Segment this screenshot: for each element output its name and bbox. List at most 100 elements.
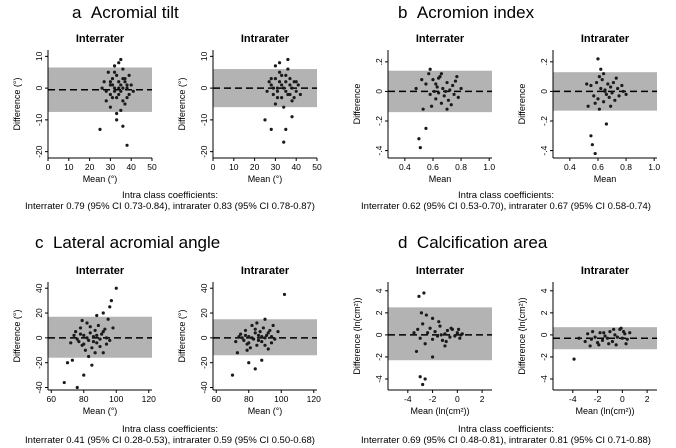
x-axis-label: Mean: [594, 174, 617, 184]
data-point: [592, 94, 596, 98]
data-point: [269, 127, 273, 132]
data-point: [253, 331, 257, 335]
x-tick-label: 0: [46, 162, 51, 172]
data-point: [596, 57, 600, 61]
data-point: [426, 331, 430, 335]
data-point: [615, 335, 619, 339]
x-axis-label: Mean (°): [248, 174, 283, 184]
data-point: [108, 92, 112, 97]
data-point: [108, 338, 112, 342]
data-point: [125, 83, 129, 87]
data-point: [282, 140, 286, 144]
x-tick-label: 0.8: [455, 162, 467, 172]
data-point: [423, 342, 427, 346]
data-point: [428, 92, 432, 96]
data-point: [112, 86, 117, 90]
panel-title-text: Calcification area: [416, 233, 548, 252]
data-point: [601, 100, 606, 104]
x-axis-label: Mean (ln(cm²)): [575, 406, 634, 416]
data-point: [277, 70, 282, 74]
y-tick-label: -.4: [539, 145, 549, 155]
y-tick-label: -.2: [374, 116, 384, 126]
data-point: [88, 325, 92, 329]
caption-heading: Intra class coefficients:: [458, 424, 554, 435]
data-point: [108, 80, 112, 84]
subplot-title: Intrarater: [581, 33, 630, 45]
data-point: [65, 361, 70, 365]
data-point: [121, 124, 125, 128]
data-point: [608, 329, 612, 334]
chart-a-interrater: Interrater 0 10 20 30 40 50 -20 -10 0 10 Mean (°) Di…: [12, 33, 157, 184]
panel-title-a: a Acromial tilt: [72, 3, 179, 23]
data-point: [123, 102, 127, 106]
panel-title-c: c Lateral acromial angle: [35, 233, 220, 253]
data-point: [288, 83, 292, 87]
data-point: [248, 346, 252, 350]
data-point: [607, 342, 611, 346]
data-point: [110, 96, 115, 100]
y-tick-label: .2: [539, 58, 549, 65]
data-point: [286, 57, 290, 62]
data-point: [290, 99, 294, 103]
x-tick-label: 0.6: [592, 162, 604, 172]
data-point: [95, 313, 99, 318]
y-tick-label: 0: [374, 332, 384, 337]
data-point: [119, 83, 123, 87]
data-point: [624, 92, 628, 96]
data-point: [88, 331, 92, 335]
data-point: [421, 107, 425, 111]
data-point: [606, 82, 610, 86]
data-point: [436, 76, 441, 80]
data-point: [103, 327, 107, 331]
y-tick-label: 0: [199, 335, 209, 340]
data-point: [127, 73, 131, 78]
data-point: [294, 89, 298, 93]
data-point: [446, 98, 451, 102]
data-point: [589, 337, 593, 341]
data-point: [441, 86, 445, 91]
y-tick-label: -.4: [374, 145, 384, 155]
data-point: [612, 327, 616, 331]
caption-icc-text: Interrater 0.79 (95% CI 0.73-0.84), intr…: [25, 201, 315, 212]
data-point: [90, 363, 94, 367]
data-point: [598, 331, 602, 335]
data-point: [273, 64, 277, 68]
data-point: [625, 337, 629, 341]
y-tick-label: 0: [199, 85, 209, 90]
data-point: [288, 92, 292, 97]
data-point: [427, 72, 431, 76]
x-tick-label: 1.0: [648, 162, 660, 172]
data-point: [419, 311, 424, 315]
data-point: [273, 76, 277, 81]
data-point: [271, 92, 275, 97]
data-point: [269, 335, 274, 339]
data-point: [609, 85, 613, 89]
data-point: [98, 344, 102, 349]
data-point: [455, 75, 459, 79]
data-point: [263, 317, 267, 321]
y-axis-label: Difference (°): [177, 78, 187, 131]
data-point: [280, 96, 284, 100]
data-point: [263, 343, 267, 347]
data-point: [276, 330, 280, 334]
data-point: [593, 101, 597, 105]
data-point: [108, 305, 112, 309]
y-tick-label: -2: [539, 353, 549, 361]
data-point: [78, 326, 83, 330]
data-point: [445, 107, 449, 111]
data-point: [117, 92, 121, 97]
data-point: [436, 91, 441, 95]
data-point: [95, 333, 99, 337]
data-point: [275, 86, 280, 90]
x-tick-label: 100: [109, 394, 123, 404]
caption-c: Intra class coefficients: Interrater 0.4…: [0, 424, 340, 446]
x-tick-label: 2: [480, 394, 485, 404]
data-point: [597, 75, 601, 79]
data-point: [624, 342, 628, 346]
data-point: [577, 336, 581, 340]
data-point: [247, 335, 251, 339]
y-tick-label: 4: [374, 288, 384, 293]
data-point: [93, 351, 97, 355]
data-point: [599, 86, 603, 91]
data-point: [603, 89, 607, 94]
